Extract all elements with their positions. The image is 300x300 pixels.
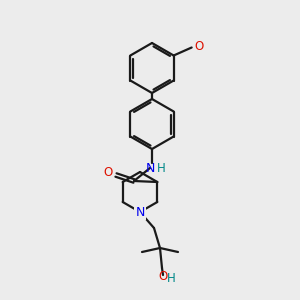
Text: O: O xyxy=(104,167,113,179)
Text: H: H xyxy=(157,161,165,175)
Text: O: O xyxy=(158,269,168,283)
Text: N: N xyxy=(145,161,155,175)
Text: O: O xyxy=(195,40,204,53)
Text: H: H xyxy=(167,272,176,284)
Text: N: N xyxy=(135,206,145,218)
